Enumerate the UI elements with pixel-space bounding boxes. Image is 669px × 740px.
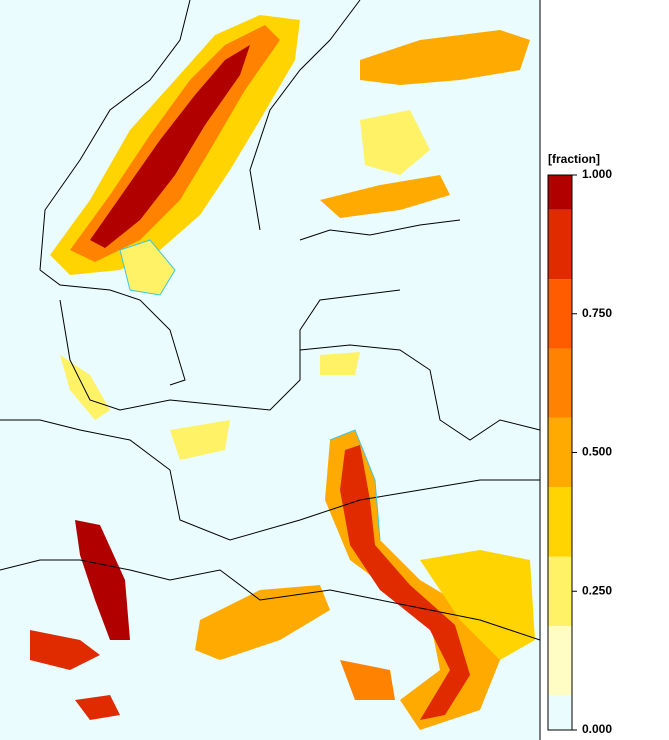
colorbar-band: [548, 487, 572, 557]
map: [0, 0, 541, 740]
highland-area: [340, 660, 395, 700]
colorbar-band: [548, 556, 572, 626]
colorbar-band: [548, 625, 572, 696]
colorbar-tick-label: 0.500: [582, 445, 612, 459]
colorbar-band: [548, 175, 572, 210]
highland-area: [75, 520, 130, 640]
highland-area: [90, 45, 250, 248]
colorbar: [fraction] 0.000 0.250 0.500 0.750 1.000: [547, 152, 612, 736]
colorbar-tick-label: 1.000: [582, 167, 612, 181]
border: [0, 419, 540, 541]
border: [0, 559, 541, 641]
colorbar-band: [548, 348, 572, 418]
colorbar-label: [fraction]: [548, 152, 600, 166]
colorbar-band: [548, 209, 572, 280]
border: [299, 344, 541, 441]
highland-area: [320, 352, 360, 375]
colorbar-tick-label: 0.750: [582, 306, 612, 320]
colorbar-band: [548, 695, 572, 730]
highland-area: [195, 585, 330, 660]
coastline: [39, 0, 191, 386]
coastline: [59, 289, 401, 411]
highland-area: [30, 630, 100, 670]
highland-area: [340, 445, 470, 720]
colorbar-band: [548, 417, 572, 488]
highland-area: [420, 550, 535, 660]
contour: [119, 239, 381, 541]
highland-area: [360, 30, 530, 85]
coastline: [249, 0, 461, 241]
highland-area: [75, 695, 120, 720]
colorbar-tick-label: 0.000: [582, 722, 612, 736]
highland-area: [360, 110, 430, 175]
colorbar-band: [548, 279, 572, 349]
highland-area: [320, 175, 450, 218]
highland-area: [170, 420, 230, 460]
colorbar-tick-label: 0.250: [582, 583, 612, 597]
highland-area: [60, 355, 110, 420]
